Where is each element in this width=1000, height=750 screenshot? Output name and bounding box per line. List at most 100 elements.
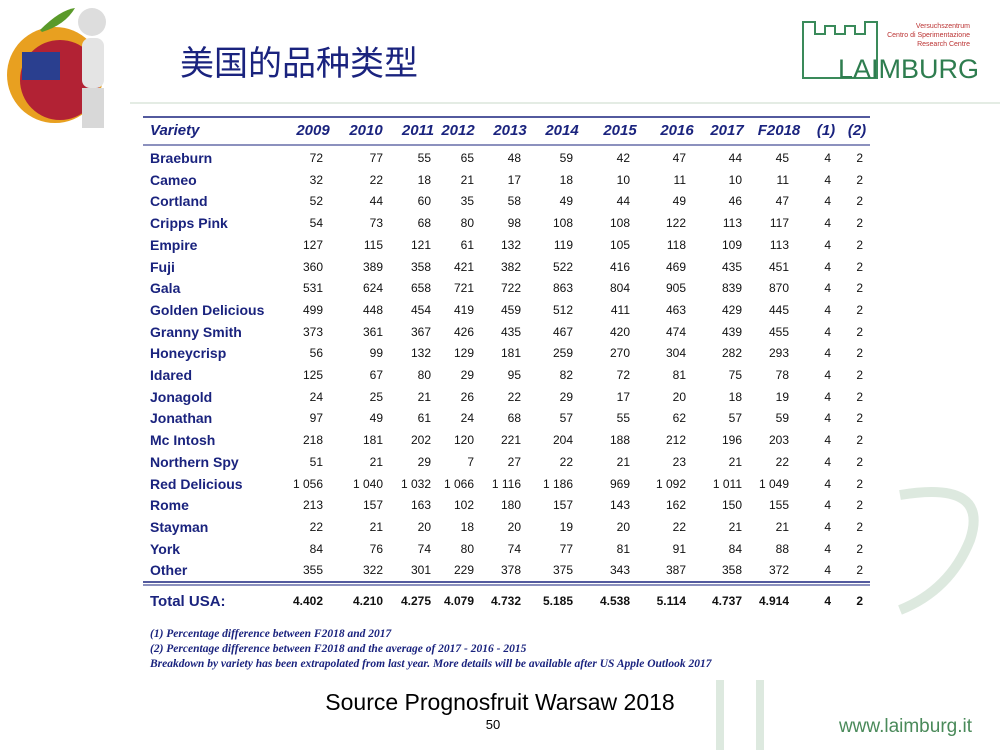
- cell: 21: [728, 519, 742, 534]
- cell: 44: [369, 194, 383, 209]
- cell: 4: [824, 498, 831, 513]
- total-cell: 2: [856, 594, 863, 608]
- cell: 155: [768, 498, 789, 513]
- header-cell: 2011: [401, 122, 435, 139]
- cell: 378: [500, 563, 521, 578]
- cell: 108: [609, 216, 630, 231]
- cell: 4: [824, 302, 831, 317]
- cell: 44: [728, 151, 742, 165]
- cell: 463: [665, 302, 686, 317]
- cell: 22: [775, 454, 789, 469]
- cell: 372: [768, 563, 789, 578]
- header-cell: 2017: [710, 122, 744, 139]
- cell: 4: [824, 216, 831, 231]
- header-cell: 2009: [296, 122, 330, 139]
- cell: 4: [824, 151, 831, 165]
- cell: 2: [856, 476, 863, 491]
- logo-line: Centro di Sperimentazione: [887, 32, 970, 39]
- cell: 11: [673, 172, 686, 187]
- cell: 259: [552, 346, 573, 361]
- cell: 2: [856, 194, 863, 209]
- variety: York: [150, 540, 181, 557]
- cell: 49: [559, 194, 573, 209]
- cell: 129: [453, 346, 474, 361]
- cell: 125: [302, 368, 323, 382]
- header-cell: 2013: [493, 122, 527, 139]
- cell: 35: [460, 194, 474, 209]
- variety: Honeycrisp: [150, 345, 227, 362]
- cell: 804: [609, 281, 630, 296]
- cell: 25: [369, 389, 383, 404]
- cell: 1 049: [758, 476, 789, 491]
- cell: 18: [728, 389, 742, 404]
- variety: Gala: [150, 280, 181, 297]
- variety: Jonathan: [150, 410, 213, 427]
- cell: 343: [609, 563, 630, 578]
- cell: 21: [417, 389, 431, 404]
- variety: Empire: [150, 236, 198, 253]
- cell: 105: [609, 237, 630, 252]
- cell: 162: [665, 498, 686, 513]
- cell: 72: [616, 368, 630, 382]
- source: Source Prognosfruit Warsaw 2018: [325, 689, 675, 715]
- cell: 75: [728, 368, 742, 382]
- cell: 91: [672, 541, 686, 556]
- cell: 722: [500, 281, 521, 296]
- cell: 218: [302, 433, 323, 448]
- figure-body: [82, 38, 104, 88]
- total-cell: 4.210: [352, 594, 383, 608]
- cell: 4: [824, 389, 831, 404]
- cell: 2: [856, 454, 863, 469]
- cell: 435: [721, 259, 742, 274]
- cell: 21: [369, 519, 383, 534]
- cell: 157: [552, 498, 573, 513]
- cell: 426: [453, 324, 474, 339]
- cell: 76: [369, 541, 383, 556]
- cell: 721: [453, 281, 474, 296]
- cell: 77: [369, 151, 383, 165]
- cell: 74: [417, 541, 431, 556]
- cell: 204: [552, 433, 573, 448]
- logo-line: Versuchszentrum: [915, 23, 970, 30]
- cell: 102: [453, 498, 474, 513]
- cell: 22: [507, 389, 521, 404]
- cell: 77: [559, 541, 573, 556]
- cell: 11: [776, 172, 789, 187]
- cell: 2: [856, 172, 863, 187]
- cell: 23: [672, 454, 686, 469]
- cell: 157: [362, 498, 383, 513]
- cell: 304: [665, 346, 686, 361]
- cell: 420: [609, 324, 630, 339]
- cell: 322: [362, 563, 383, 578]
- cell: 49: [672, 194, 686, 209]
- total-cell: 4.732: [490, 594, 521, 608]
- cell: 499: [302, 302, 323, 317]
- cell: 120: [453, 433, 474, 448]
- cell: 270: [609, 346, 630, 361]
- cell: 51: [309, 454, 323, 469]
- cell: 132: [410, 346, 431, 361]
- cell: 10: [728, 172, 742, 187]
- variety: Cameo: [150, 171, 197, 188]
- cell: 80: [460, 541, 474, 556]
- cell: 42: [616, 151, 630, 165]
- cell: 1 092: [655, 476, 686, 491]
- header-cell: Variety: [150, 122, 200, 139]
- note: (1) Percentage difference between F2018 …: [150, 628, 392, 640]
- logo-text: Versuchszentrum Centro di Sperimentazion…: [887, 22, 970, 49]
- cell: 448: [362, 302, 383, 317]
- cell: 29: [559, 389, 573, 404]
- cell: 229: [453, 563, 474, 578]
- cell: 355: [302, 563, 323, 578]
- header-cell: 2016: [660, 122, 694, 139]
- cell: 47: [672, 151, 686, 165]
- header-cell: 2010: [349, 122, 383, 139]
- cell: 2: [856, 216, 863, 231]
- variety: Northern Spy: [150, 453, 239, 470]
- total-cell: 4.538: [599, 594, 630, 608]
- cell: 21: [728, 454, 742, 469]
- header-cell: F2018: [757, 122, 801, 139]
- header-cell: 2012: [441, 122, 475, 139]
- cell: 382: [500, 259, 521, 274]
- cell: 4: [824, 172, 831, 187]
